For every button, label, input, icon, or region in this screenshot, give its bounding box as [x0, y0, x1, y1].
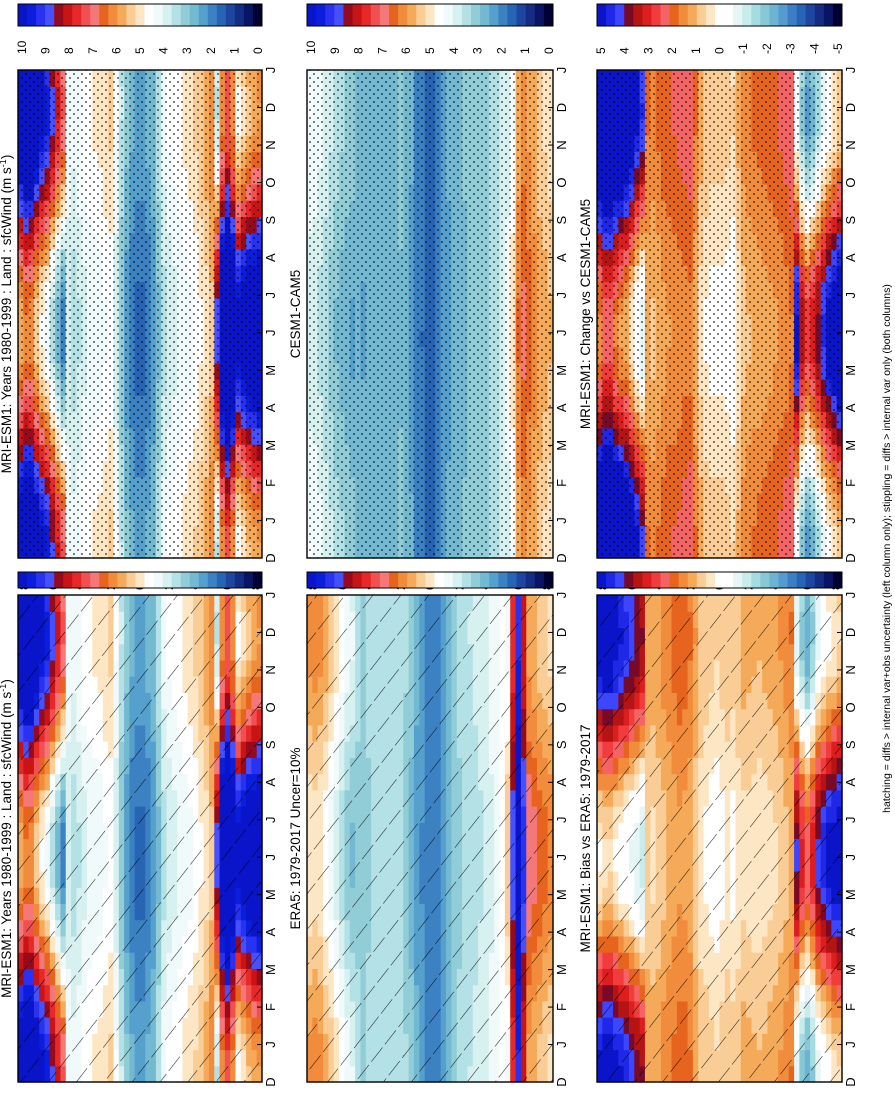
panel-title: ERA5: 1979-2017 Uncer=10%: [288, 748, 303, 930]
month-tick-label: J: [263, 1041, 278, 1048]
month-tick-label: D: [554, 1077, 569, 1086]
month-tick-label: J: [554, 592, 569, 599]
month-tick-label: J: [263, 854, 278, 861]
month-tick-label: M: [843, 964, 858, 975]
month-tick-label: F: [263, 1003, 278, 1011]
month-tick-label: M: [843, 889, 858, 900]
month-tick-label: J: [554, 1041, 569, 1048]
month-tick-label: O: [554, 702, 569, 712]
month-tick-label: D: [843, 628, 858, 637]
month-tick-label: O: [843, 702, 858, 712]
hatch-overlay: [18, 595, 262, 1082]
month-tick-label: A: [263, 927, 278, 936]
heatmap-panel-left-top: DJFMAMJJASONDJ8060°N20020°S6080MRI-ESM1:…: [0, 592, 278, 1087]
panel-title: MRI-ESM1: Bias vs ERA5: 1979-2017: [578, 724, 593, 952]
month-tick-label: J: [554, 854, 569, 861]
panels-layer: DJFMAMJJASONDJ8060°N20020°S6080MRI-ESM1:…: [0, 67, 858, 1087]
month-tick-label: F: [554, 1003, 569, 1011]
month-tick-label: D: [263, 1077, 278, 1086]
month-tick-label: J: [843, 854, 858, 861]
heatmap-panel-left-middle: DJFMAMJJASONDJ8060°N20020°S6080ERA5: 197…: [288, 592, 569, 1087]
month-tick-label: N: [554, 665, 569, 674]
panel-frame: [306, 594, 554, 1083]
month-tick-label: M: [554, 964, 569, 975]
month-tick-label: D: [263, 628, 278, 637]
hatch-overlay: [307, 595, 553, 1082]
month-tick-label: M: [554, 889, 569, 900]
month-tick-label: A: [843, 927, 858, 936]
heatmap-panel-right-top: DJFMAMJJASONDJ8060°N20020°S6080MRI-ESM1:…: [0, 67, 278, 590]
month-tick-label: S: [554, 740, 569, 749]
heatmap-panel-left-bottom: DJFMAMJJASONDJ8060°N20020°S6080MRI-ESM1:…: [578, 592, 858, 1087]
month-tick-label: D: [843, 1077, 858, 1086]
panel-frame: [17, 594, 263, 1083]
month-tick-label: M: [263, 889, 278, 900]
month-tick-label: J: [843, 592, 858, 599]
panel-title: MRI-ESM1: Years 1980-1999 : Land : sfcWi…: [0, 679, 14, 998]
month-tick-label: A: [843, 778, 858, 787]
month-tick-label: J: [263, 592, 278, 599]
month-tick-label: J: [554, 817, 569, 824]
panel-frame: [596, 594, 843, 1083]
month-tick-label: J: [843, 1041, 858, 1048]
month-tick-label: J: [843, 817, 858, 824]
month-tick-label: S: [263, 740, 278, 749]
month-tick-label: A: [554, 778, 569, 787]
month-tick-label: D: [554, 628, 569, 637]
month-tick-label: A: [263, 778, 278, 787]
month-tick-label: M: [263, 964, 278, 975]
month-tick-label: J: [263, 817, 278, 824]
month-tick-label: N: [843, 665, 858, 674]
hatch-overlay: [597, 595, 842, 1082]
month-tick-label: S: [843, 740, 858, 749]
month-tick-label: N: [263, 665, 278, 674]
month-tick-label: A: [554, 927, 569, 936]
month-tick-label: F: [843, 1003, 858, 1011]
month-tick-label: O: [263, 702, 278, 712]
